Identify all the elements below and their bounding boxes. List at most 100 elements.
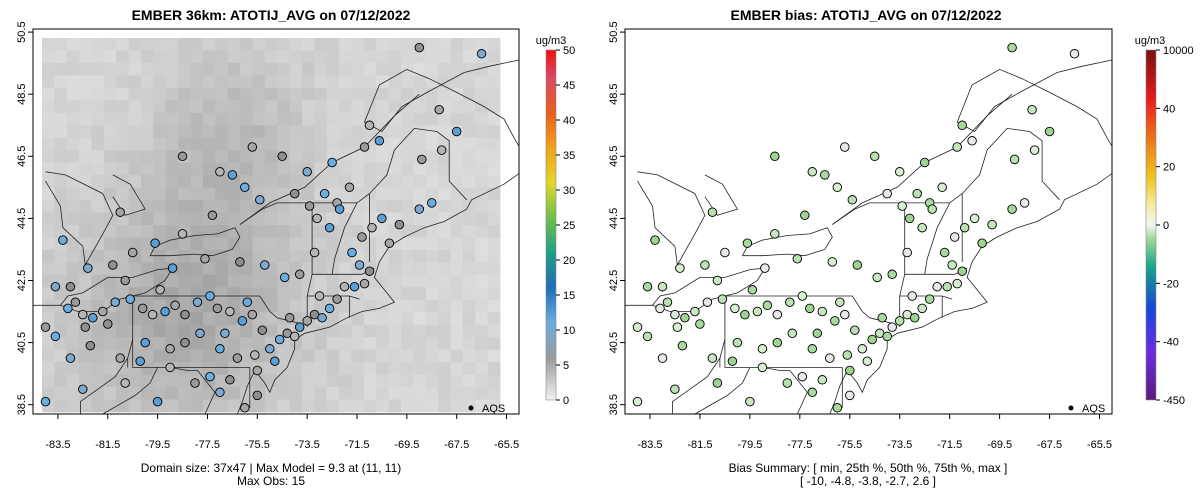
right-bias-marker — [717, 294, 728, 304]
heatmap-cell — [79, 362, 92, 375]
heatmap-cell — [178, 262, 191, 276]
heatmap-cell — [178, 349, 191, 363]
right-bias-marker — [987, 219, 997, 230]
heatmap-cell — [413, 162, 427, 176]
heatmap-cell — [289, 299, 303, 313]
right-bias-marker — [877, 313, 887, 323]
heatmap-cell — [314, 62, 328, 76]
right-bias-marker — [807, 344, 818, 354]
colorbar-tick-label: 5 — [563, 360, 569, 372]
heatmap-cell — [301, 324, 315, 338]
heatmap-cell — [202, 274, 216, 288]
heatmap-cell — [165, 287, 179, 301]
heatmap-cell — [165, 137, 179, 151]
heatmap-cell — [215, 175, 229, 188]
heatmap-cell — [400, 87, 414, 101]
heatmap-cell — [326, 75, 340, 89]
heatmap-cell — [116, 175, 130, 188]
heatmap-cell — [462, 50, 476, 64]
heatmap-cell — [42, 374, 55, 388]
heatmap-cell — [42, 62, 55, 76]
heatmap-cell — [326, 175, 340, 188]
heatmap-cell — [363, 337, 377, 351]
heatmap-cell — [351, 399, 365, 413]
left-chart-title: EMBER 36km: ATOTIJ_AVG on 07/12/2022 — [132, 7, 411, 23]
heatmap-cell — [178, 374, 191, 388]
left-station-marker — [40, 396, 51, 407]
right-bias-marker — [707, 207, 718, 217]
heatmap-cell — [128, 62, 142, 76]
heatmap-cell — [314, 175, 328, 188]
left-station-marker — [354, 260, 365, 270]
heatmap-cell — [79, 374, 92, 388]
right-bias-marker — [675, 263, 685, 273]
heatmap-cell — [54, 162, 68, 176]
heatmap-cell — [190, 262, 204, 276]
right-bias-marker — [1027, 104, 1037, 115]
heatmap-cell — [475, 175, 489, 188]
y-tick-label: 50.5 — [608, 21, 620, 42]
map-boundary-line — [724, 295, 870, 319]
heatmap-cell — [141, 175, 154, 188]
left-station-marker — [225, 375, 235, 385]
heatmap-cell — [314, 150, 328, 164]
heatmap-cell — [376, 387, 389, 400]
heatmap-cell — [351, 387, 365, 400]
heatmap-cell — [438, 337, 451, 351]
heatmap-cell — [215, 50, 229, 64]
heatmap-cell — [450, 187, 464, 201]
heatmap-cell — [462, 38, 476, 51]
heatmap-cell — [202, 312, 216, 326]
heatmap-cell — [153, 200, 167, 213]
heatmap-cell — [66, 374, 80, 388]
heatmap-cell — [178, 125, 191, 139]
heatmap-cell — [314, 162, 328, 176]
heatmap-cell — [301, 137, 315, 151]
heatmap-cell — [400, 50, 414, 64]
heatmap-cell — [462, 249, 476, 263]
heatmap-cell — [450, 112, 464, 126]
heatmap-cell — [425, 262, 439, 276]
heatmap-cell — [264, 212, 278, 226]
heatmap-cell — [264, 100, 278, 114]
right-bias-marker — [760, 263, 770, 273]
heatmap-cell — [400, 399, 414, 413]
heatmap-cell — [326, 212, 340, 226]
x-tick-label: -79.5 — [145, 439, 170, 451]
heatmap-cell — [141, 200, 154, 213]
map-boundary-line — [80, 357, 129, 414]
heatmap-cell — [165, 38, 179, 51]
heatmap-cell — [314, 324, 328, 338]
heatmap-cell — [178, 87, 191, 101]
heatmap-cell — [277, 349, 290, 363]
heatmap-cell — [438, 87, 451, 101]
heatmap-cell — [190, 249, 204, 263]
heatmap-cell — [240, 349, 253, 363]
heatmap-cell — [190, 112, 204, 126]
heatmap-cell — [376, 50, 389, 64]
map-boundary-line — [239, 127, 467, 225]
heatmap-cell — [240, 112, 253, 126]
heatmap-cell — [264, 162, 278, 176]
heatmap-cell — [475, 362, 489, 375]
left-station-marker — [436, 145, 447, 155]
heatmap-cell — [289, 287, 303, 301]
right-bias-marker — [762, 300, 773, 311]
y-tick-label: 44.5 — [16, 208, 28, 229]
heatmap-cell — [462, 387, 476, 400]
heatmap-cell — [487, 312, 501, 326]
heatmap-cell — [240, 62, 253, 76]
heatmap-cell — [42, 287, 55, 301]
right-panel: EMBER bias: ATOTIJ_AVG on 07/12/2022 -83… — [608, 7, 1194, 488]
heatmap-cell — [103, 387, 117, 400]
heatmap-cell — [301, 237, 315, 251]
right-bias-marker — [657, 353, 668, 363]
heatmap-cell — [487, 162, 501, 176]
heatmap-cell — [487, 150, 501, 164]
heatmap-cell — [413, 187, 427, 201]
heatmap-cell — [66, 225, 80, 238]
heatmap-cell — [252, 162, 266, 176]
right-bias-marker — [882, 188, 892, 199]
heatmap-cell — [141, 362, 154, 375]
heatmap-cell — [215, 237, 229, 251]
